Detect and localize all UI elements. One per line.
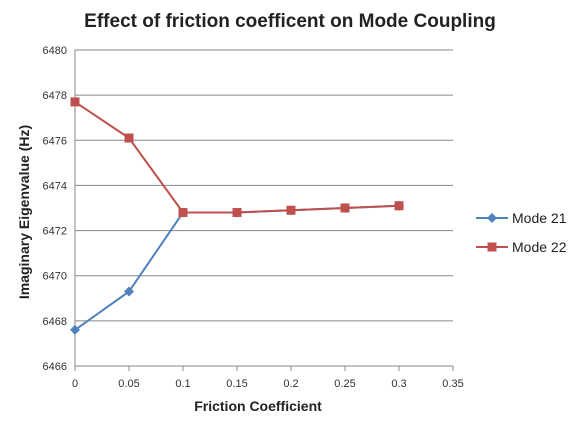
data-point xyxy=(340,203,350,213)
data-point xyxy=(178,208,188,218)
y-tick-label: 6480 xyxy=(43,45,67,57)
y-axis-title: Imaginary Eigenvalue (Hz) xyxy=(16,125,32,299)
data-point xyxy=(286,205,296,215)
x-tick-label: 0.2 xyxy=(283,378,298,390)
data-point xyxy=(487,242,497,252)
y-tick-label: 6478 xyxy=(43,90,67,102)
legend-item: Mode 22 xyxy=(476,239,567,255)
data-point xyxy=(487,213,497,223)
x-axis-title: Friction Coefficient xyxy=(194,398,322,414)
y-tick-label: 6472 xyxy=(43,226,67,238)
data-point xyxy=(232,208,242,218)
y-tick-label: 6474 xyxy=(43,180,67,192)
x-tick-label: 0.3 xyxy=(391,378,406,390)
y-tick-labels: 6466 6468 6470 6472 6474 6476 6478 6480 xyxy=(43,45,67,373)
x-tick-labels: 0 0.05 0.1 0.15 0.2 0.25 0.3 0.35 xyxy=(72,378,464,390)
series-mode-22 xyxy=(70,97,404,218)
legend: Mode 21 Mode 22 xyxy=(476,210,567,255)
x-tick-label: 0.35 xyxy=(442,378,463,390)
data-point xyxy=(70,97,80,107)
x-tick-label: 0.25 xyxy=(334,378,355,390)
legend-item: Mode 21 xyxy=(476,210,567,226)
series-mode-21 xyxy=(70,200,404,335)
data-point xyxy=(394,201,404,211)
chart-title: Effect of friction coefficent on Mode Co… xyxy=(84,11,496,32)
x-tick-label: 0 xyxy=(72,378,78,390)
gridlines xyxy=(75,49,453,322)
legend-label: Mode 21 xyxy=(512,210,567,226)
legend-label: Mode 22 xyxy=(512,239,567,255)
x-tick-label: 0.1 xyxy=(175,378,190,390)
series-line xyxy=(74,101,400,214)
data-point xyxy=(124,286,134,297)
y-tick-label: 6476 xyxy=(43,135,67,147)
series-line xyxy=(74,204,400,331)
y-tick-label: 6470 xyxy=(43,271,67,283)
y-tick-label: 6468 xyxy=(43,316,67,328)
x-tick-label: 0.05 xyxy=(118,378,139,390)
data-point xyxy=(124,133,134,143)
x-tick-label: 0.15 xyxy=(226,378,247,390)
series-layer xyxy=(70,97,404,335)
data-point xyxy=(70,324,80,335)
y-tick-label: 6466 xyxy=(43,361,67,373)
